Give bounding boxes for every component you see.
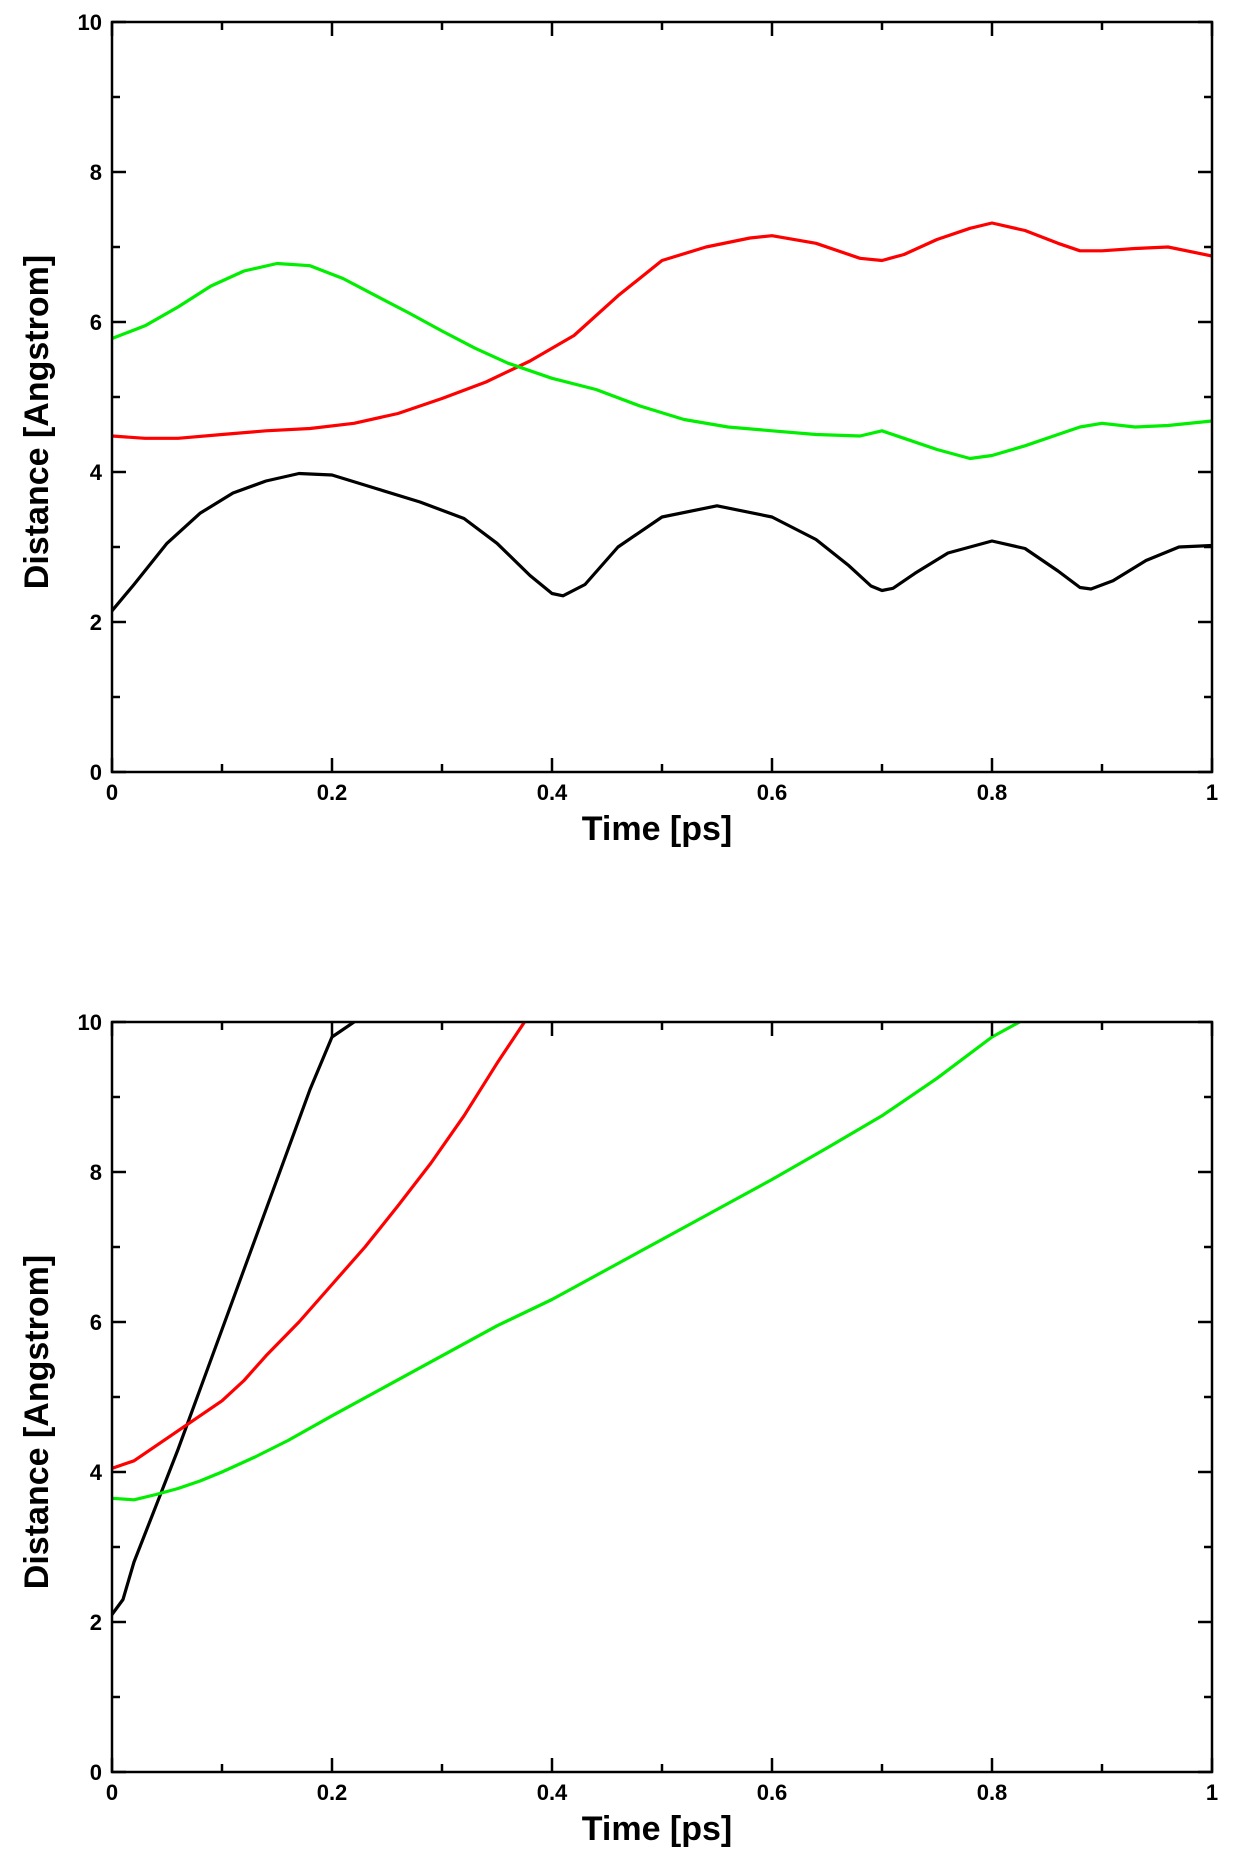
y-axis-label-1: Distance [Angstrom] — [18, 255, 56, 589]
y-tick-label-1: 0 — [90, 760, 102, 785]
x-tick-label-1: 0.6 — [757, 780, 788, 805]
x-axis-label-1: Time [ps] — [582, 810, 733, 848]
y-tick-label-2: 10 — [78, 1010, 102, 1035]
x-tick-label-2: 0.4 — [537, 1780, 568, 1805]
y-tick-label-2: 4 — [90, 1460, 103, 1485]
y-axis-label-2: Distance [Angstrom] — [18, 1255, 56, 1589]
y-tick-label-2: 6 — [90, 1310, 102, 1335]
x-tick-label-1: 1 — [1206, 780, 1218, 805]
y-tick-label-1: 2 — [90, 610, 102, 635]
plot-frame-2 — [110, 1020, 1214, 1774]
y-tick-label-2: 8 — [90, 1160, 102, 1185]
x-tick-label-2: 0 — [106, 1780, 118, 1805]
x-tick-label-2: 0.8 — [977, 1780, 1008, 1805]
x-tick-label-2: 0.6 — [757, 1780, 788, 1805]
series-line-red-1 — [112, 221, 1212, 440]
x-tick-label-1: 0.2 — [317, 780, 348, 805]
plot-frame-1 — [110, 20, 1214, 774]
y-tick-label-1: 10 — [78, 10, 102, 35]
x-tick-label-1: 0 — [106, 780, 118, 805]
y-tick-label-1: 6 — [90, 310, 102, 335]
series-line-green-1 — [112, 261, 1212, 461]
y-tick-label-1: 8 — [90, 160, 102, 185]
y-tick-label-2: 0 — [90, 1760, 102, 1785]
series-line-black-2 — [112, 1022, 356, 1617]
x-axis-label-2: Time [ps] — [582, 1810, 733, 1848]
series-line-green-2 — [112, 1022, 1022, 1502]
x-tick-label-2: 1 — [1206, 1780, 1218, 1805]
series-line-red-2 — [112, 1022, 527, 1470]
x-tick-label-2: 0.2 — [317, 1780, 348, 1805]
series-line-black-1 — [112, 471, 1212, 613]
x-tick-label-1: 0.8 — [977, 780, 1008, 805]
y-tick-label-1: 4 — [90, 460, 103, 485]
y-tick-label-2: 2 — [90, 1610, 102, 1635]
x-tick-label-1: 0.4 — [537, 780, 568, 805]
